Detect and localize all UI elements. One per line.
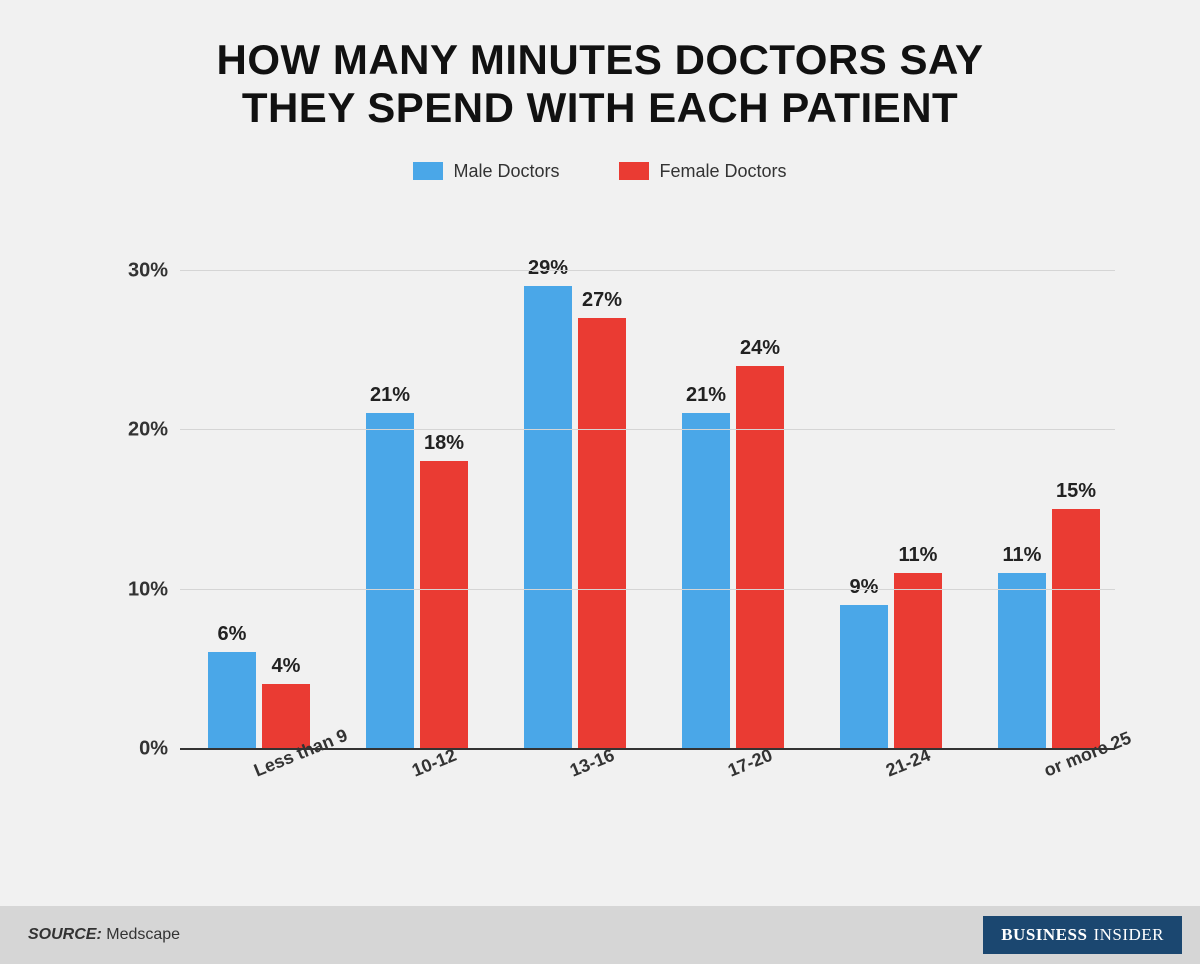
legend-item-1: Female Doctors [619, 161, 786, 182]
bar-group: 21%24%17-20 [654, 270, 812, 748]
legend: Male Doctors Female Doctors [0, 161, 1200, 182]
bar-male: 11% [998, 573, 1046, 748]
y-axis-label: 30% [128, 260, 180, 283]
legend-swatch [413, 162, 443, 180]
bar-value-label: 21% [370, 384, 410, 413]
gridline: 10% [180, 589, 1115, 590]
x-axis-label: 13-16 [567, 745, 618, 782]
chart-title: HOW MANY MINUTES DOCTORS SAYTHEY SPEND W… [0, 0, 1200, 133]
source-text: Medscape [106, 926, 180, 943]
bar-female: 27% [578, 318, 626, 748]
x-axis-label: 17-20 [725, 745, 776, 782]
bar-group: 6%4%Less than 9 [180, 270, 338, 748]
bar-value-label: 11% [1003, 544, 1042, 573]
bar-value-label: 21% [686, 384, 726, 413]
bar-female: 18% [420, 461, 468, 748]
brand-badge: BUSINESS INSIDER [983, 916, 1182, 954]
bar-male: 29% [524, 286, 572, 748]
y-axis-label: 0% [139, 738, 180, 761]
bar-group: 21%18%10-12 [338, 270, 496, 748]
chart-area: 6%4%Less than 921%18%10-1229%27%13-1621%… [125, 260, 1115, 790]
bar-male: 9% [840, 605, 888, 748]
y-axis-label: 20% [128, 419, 180, 442]
source-line: SOURCE: Medscape [28, 926, 180, 944]
bar-group: 29%27%13-16 [496, 270, 654, 748]
bar-group: 11%15%25 or more [970, 270, 1128, 748]
bar-value-label: 4% [272, 655, 301, 684]
bar-female: 11% [894, 573, 942, 748]
gridline: 30% [180, 270, 1115, 271]
bar-female: 4% [262, 684, 310, 748]
legend-item-0: Male Doctors [413, 161, 559, 182]
bar-value-label: 9% [850, 576, 879, 605]
bar-value-label: 24% [740, 337, 780, 366]
brand-part1: BUSINESS [1001, 925, 1087, 945]
bar-value-label: 27% [582, 289, 622, 318]
bar-male: 6% [208, 652, 256, 748]
legend-label: Female Doctors [659, 161, 786, 182]
gridline: 20% [180, 429, 1115, 430]
bar-value-label: 6% [218, 623, 247, 652]
plot-area: 6%4%Less than 921%18%10-1229%27%13-1621%… [180, 270, 1115, 750]
bar-female: 15% [1052, 509, 1100, 748]
x-axis-label: 10-12 [409, 745, 460, 782]
bar-male: 21% [366, 413, 414, 748]
x-axis-label: 21-24 [883, 745, 934, 782]
bar-value-label: 29% [528, 257, 568, 286]
source-label: SOURCE: [28, 926, 102, 943]
bar-female: 24% [736, 366, 784, 748]
legend-swatch [619, 162, 649, 180]
legend-label: Male Doctors [453, 161, 559, 182]
bar-group: 9%11%21-24 [812, 270, 970, 748]
y-axis-label: 10% [128, 578, 180, 601]
brand-part2: INSIDER [1093, 925, 1164, 945]
bar-value-label: 18% [424, 432, 464, 461]
bar-male: 21% [682, 413, 730, 748]
bar-value-label: 15% [1056, 480, 1096, 509]
bar-value-label: 11% [899, 544, 938, 573]
gridline: 0% [180, 748, 1115, 749]
footer: SOURCE: Medscape BUSINESS INSIDER [0, 906, 1200, 964]
bar-groups: 6%4%Less than 921%18%10-1229%27%13-1621%… [180, 270, 1115, 748]
